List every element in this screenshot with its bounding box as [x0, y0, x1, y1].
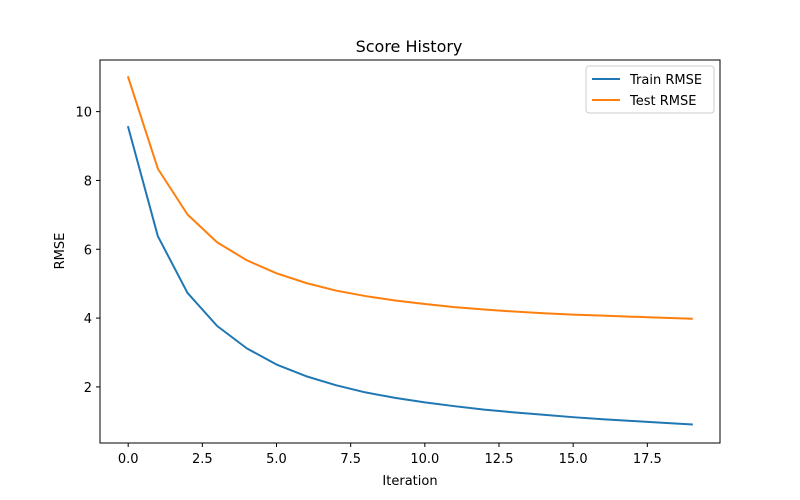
x-tick-label: 12.5	[485, 452, 514, 467]
series-line-test	[126, 75, 693, 320]
series-line-train	[126, 125, 693, 426]
y-tick-label: 2	[84, 381, 92, 396]
x-axis-ticks: 0.0 2.5 5.0 7.5 10.0 12.5 15.0 17.5	[118, 443, 662, 467]
legend-train-label: Train RMSE	[629, 73, 702, 88]
x-tick-label: 2.5	[192, 452, 213, 467]
x-tick-label: 0.0	[118, 452, 139, 467]
chart-title: Score History	[356, 37, 463, 56]
x-tick-label: 7.5	[340, 452, 361, 467]
y-tick-label: 8	[84, 174, 92, 189]
legend: Train RMSE Test RMSE	[585, 65, 715, 114]
plot-frame	[99, 59, 721, 444]
x-axis-label: Iteration	[382, 474, 437, 489]
series-layer	[126, 75, 693, 426]
legend-test-label: Test RMSE	[629, 94, 696, 109]
x-tick-label: 10.0	[410, 452, 439, 467]
y-axis-label: RMSE	[53, 233, 68, 270]
y-tick-label: 6	[84, 243, 92, 258]
y-axis-ticks: 2 4 6 8 10	[75, 106, 100, 396]
x-tick-label: 15.0	[559, 452, 588, 467]
legend-box	[585, 65, 715, 114]
y-tick-label: 4	[84, 312, 92, 327]
plot-area	[100, 60, 720, 443]
x-tick-label: 17.5	[633, 452, 662, 467]
x-tick-label: 5.0	[266, 452, 287, 467]
y-tick-label: 10	[75, 106, 92, 121]
